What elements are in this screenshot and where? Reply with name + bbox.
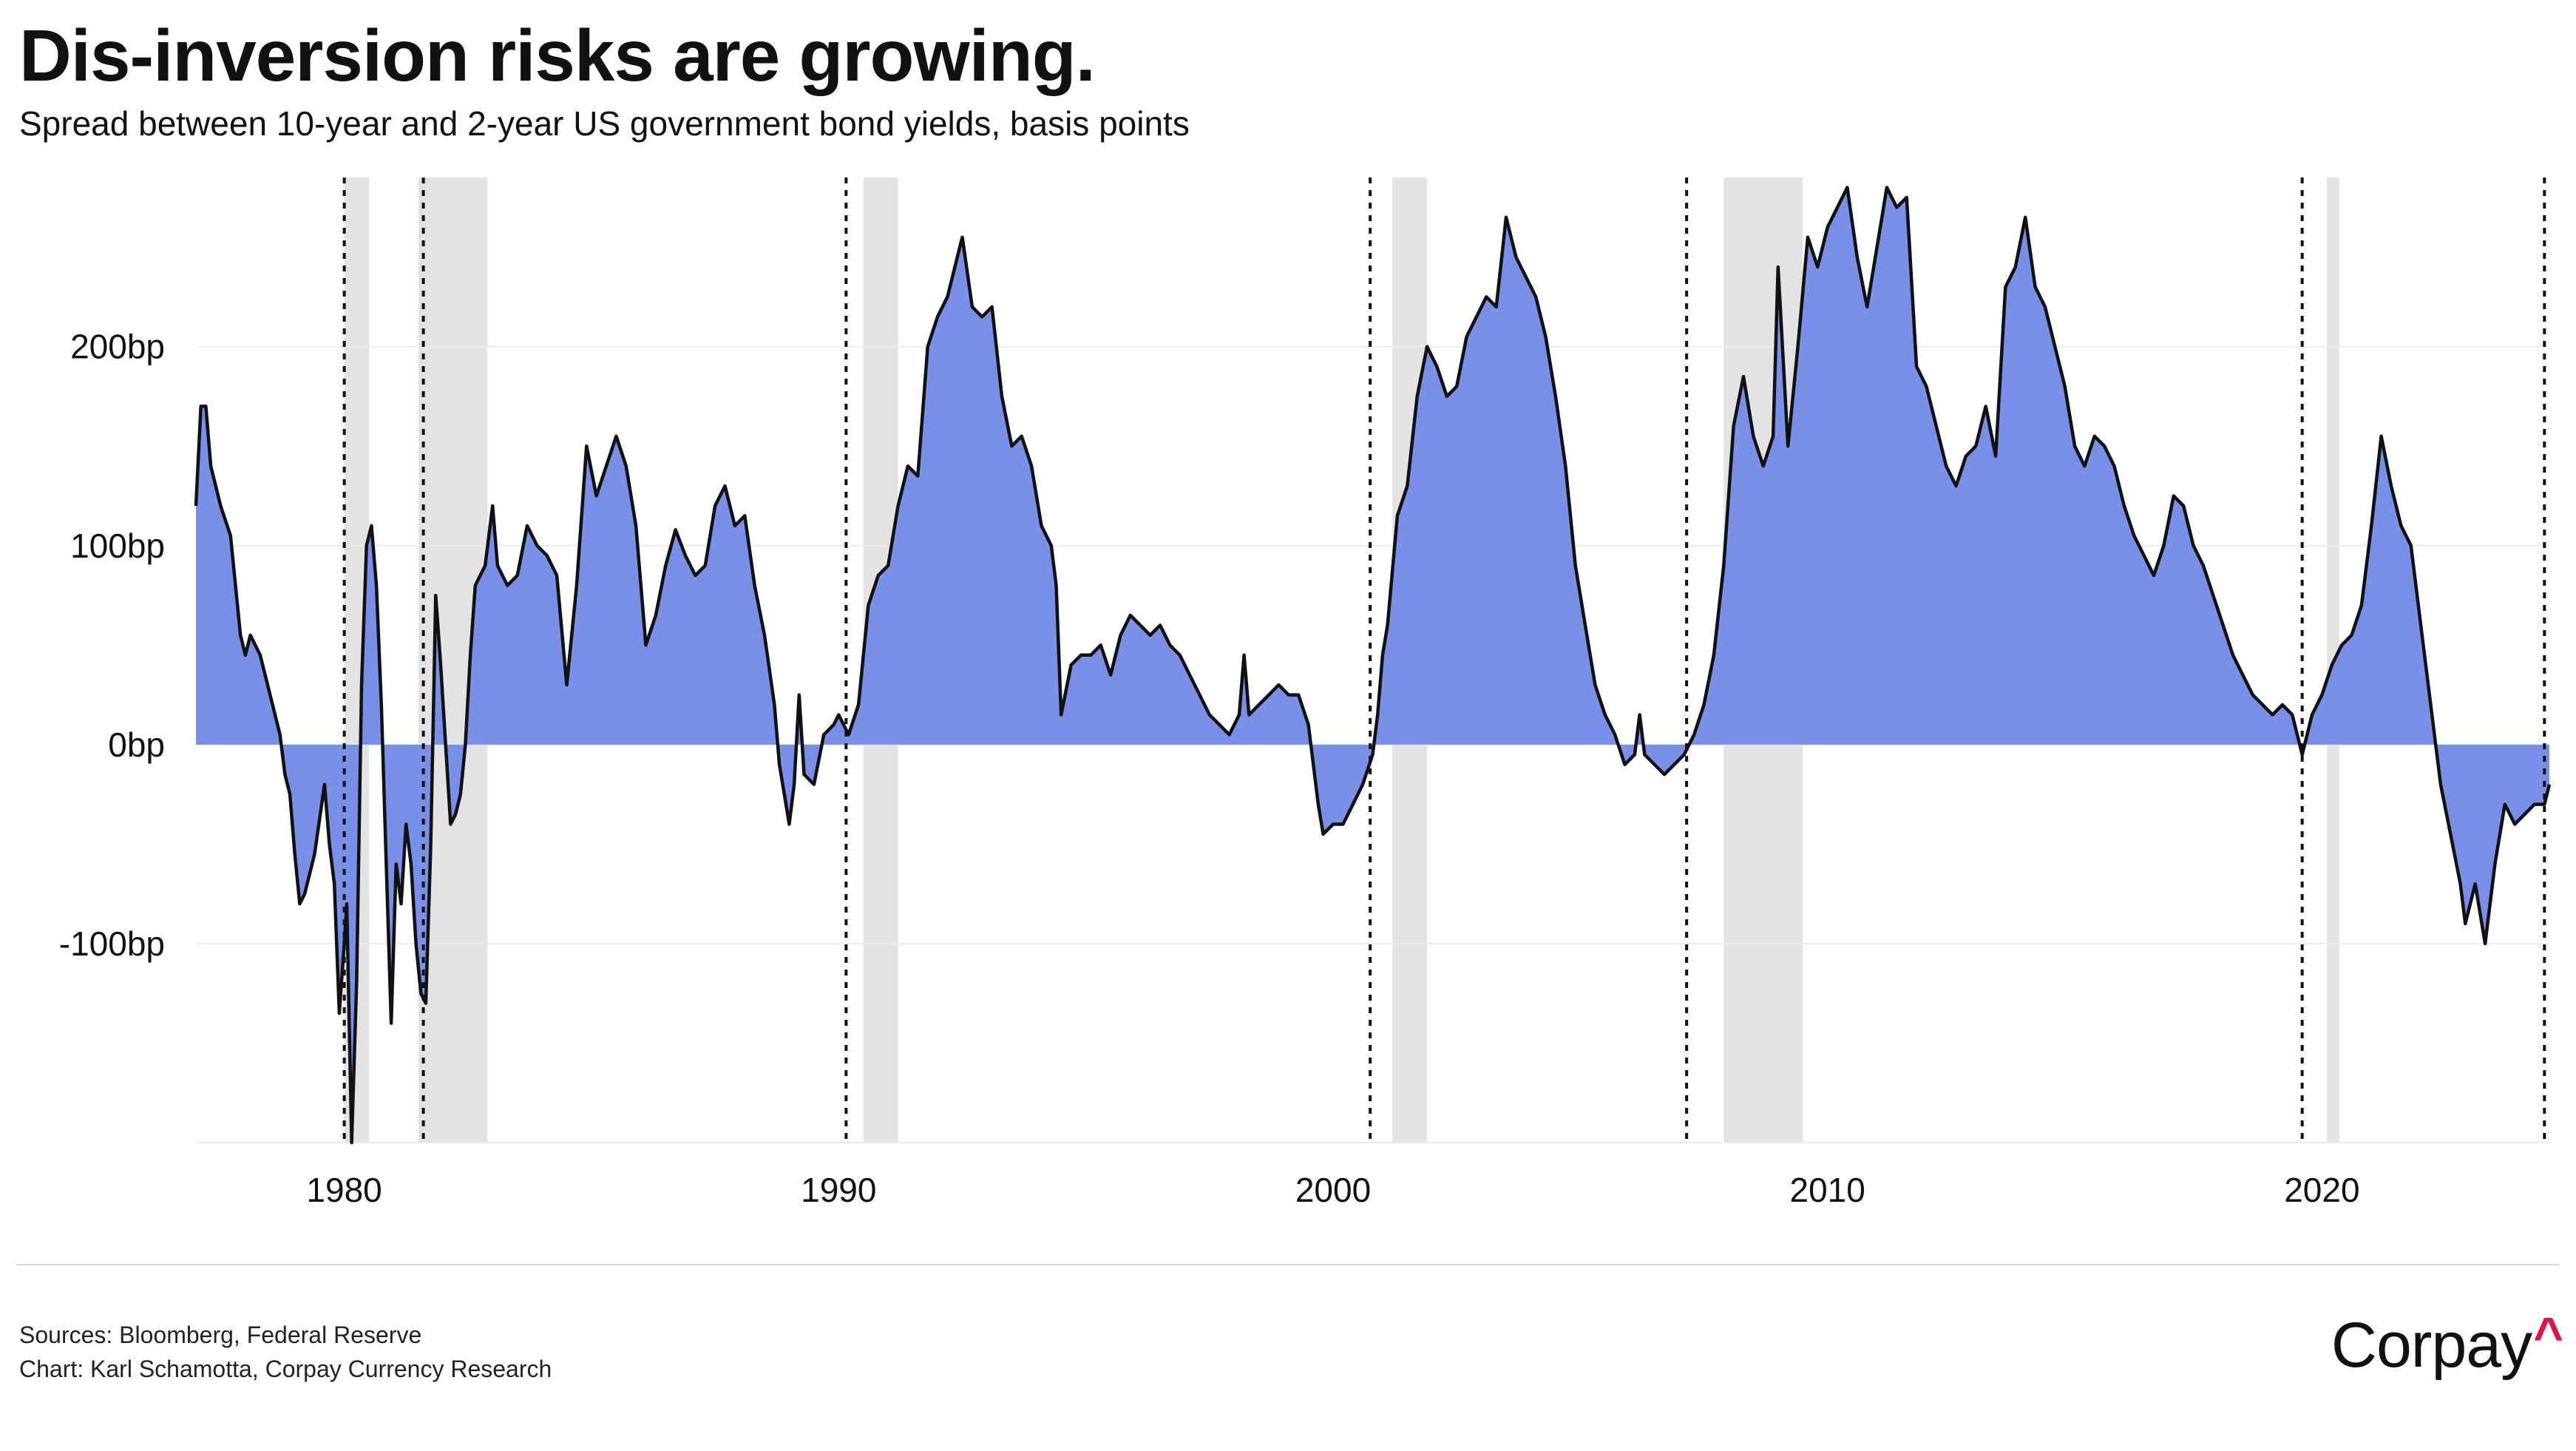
footer-divider: [16, 1264, 2560, 1265]
y-tick-label: 100bp: [70, 527, 165, 565]
sources-note: Sources: Bloomberg, Federal Reserve: [19, 1322, 422, 1348]
x-tick-label: 1980: [306, 1171, 382, 1209]
chart-credit: Chart: Karl Schamotta, Corpay Currency R…: [19, 1356, 552, 1382]
logo-caret-icon: ^: [2533, 1307, 2563, 1364]
y-axis: 200bp 100bp 0bp -100bp: [59, 328, 165, 963]
spread-area: [196, 187, 2549, 1143]
inversion-markers: [342, 177, 2546, 1143]
y-tick-label: 200bp: [70, 328, 165, 366]
series-layer: [194, 186, 2552, 1145]
x-tick-label: 2020: [2284, 1171, 2359, 1209]
x-tick-label: 2000: [1295, 1171, 1371, 1209]
logo-text: Corpay: [2331, 1310, 2532, 1381]
y-tick-label: 0bp: [108, 726, 165, 764]
chart-subtitle: Spread between 10-year and 2-year US gov…: [19, 104, 1190, 143]
x-tick-label: 1990: [801, 1171, 876, 1209]
chart-title: Dis-inversion risks are growing.: [19, 15, 1096, 96]
corpay-logo: Corpay^: [2331, 1307, 2563, 1382]
y-tick-label: -100bp: [59, 924, 165, 963]
spread-line: [194, 186, 2552, 1145]
x-axis: 1980 1990 2000 2010 2020: [306, 1171, 2359, 1209]
x-tick-label: 2010: [1790, 1171, 1865, 1209]
